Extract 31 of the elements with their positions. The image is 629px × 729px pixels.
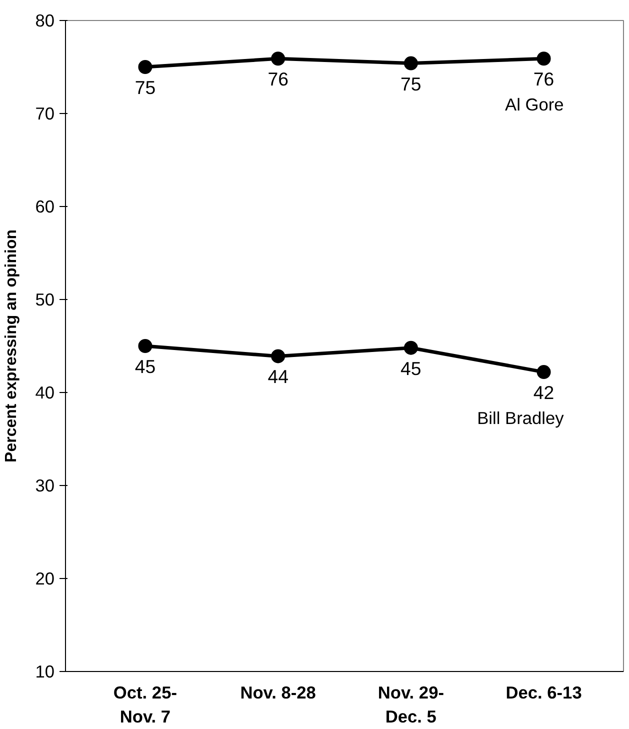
x-tick-label: Nov. 29- Dec. 5 [378,682,444,726]
text: Bill Bradley [477,408,564,428]
point [404,56,418,70]
point [404,340,418,355]
data-label: 75 [400,73,422,94]
data-label: 44 [268,366,288,388]
y-tick-label: 20 [35,568,55,588]
point [536,365,551,380]
data-label: 45 [134,356,156,377]
x-tick-label: Oct. 25- Nov. 7 [113,682,178,726]
point [536,52,551,66]
y-tick-label: 10 [35,662,55,682]
y-axis-title: Percent expressing an opinion [3,230,20,462]
data-label: 45 [400,358,422,379]
y-tick-label: 50 [35,290,55,310]
y-tick-label: 70 [35,104,55,124]
data-label: 76 [533,68,554,90]
y-tick-label: 40 [35,382,55,402]
y-tick-label: 60 [35,196,55,216]
point [271,52,286,66]
point [138,339,152,353]
point [271,349,286,364]
x-tick-label: Nov. 8-28 [240,682,316,702]
point [138,60,152,74]
data-label: 42 [533,382,554,404]
data-label: 75 [134,77,156,98]
x-tick-label: Dec. 6-13 [506,682,582,702]
series-label: Al Gore [505,94,564,115]
y-tick-label: 30 [35,476,55,496]
data-label: 76 [268,68,288,90]
y-tick-label: 80 [35,10,55,30]
